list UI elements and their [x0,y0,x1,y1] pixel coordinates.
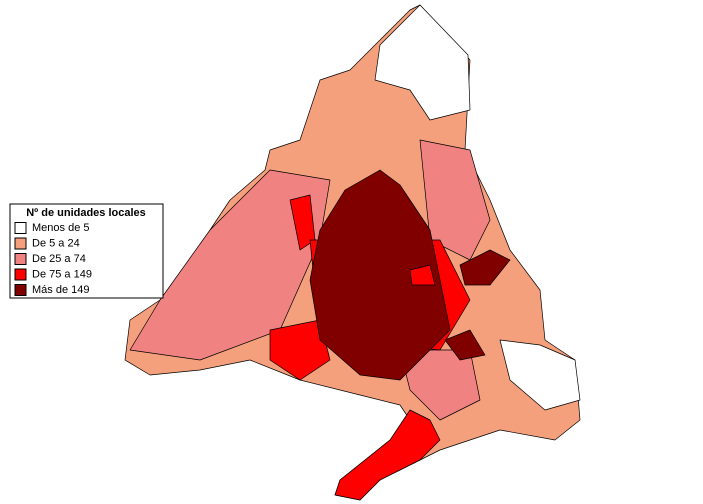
legend-title: Nº de unidades locales [26,207,146,219]
region [334,409,441,501]
legend-swatch [14,284,27,296]
region [459,249,511,286]
legend: Nº de unidades locales Menos de 5 De 5 a … [9,203,164,299]
legend-swatch [14,222,27,234]
region [409,264,436,286]
region [309,169,451,381]
legend-label: De 25 a 74 [32,253,86,265]
legend-box [9,203,164,299]
legend-label: De 75 a 149 [32,268,92,280]
region [269,319,331,381]
legend-swatch [14,253,27,265]
legend-label: Menos de 5 [32,222,89,234]
region [374,4,471,121]
legend-label: Más de 149 [32,284,89,296]
region [499,339,581,411]
legend-label: De 5 a 24 [32,237,80,249]
legend-swatch [14,237,27,250]
region [444,329,486,361]
legend-swatch [14,268,27,281]
map-regions [124,4,581,501]
region [419,139,491,261]
